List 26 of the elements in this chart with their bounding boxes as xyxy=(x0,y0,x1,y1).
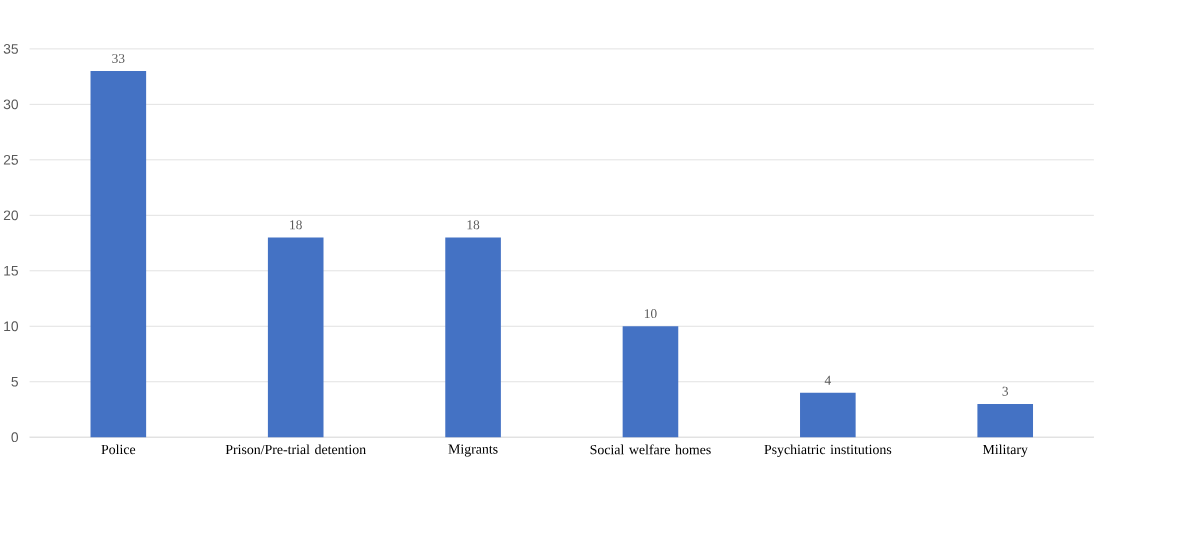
x-tick-label: Psychiatric institutions xyxy=(764,444,892,457)
y-tick-label: 30 xyxy=(3,99,19,110)
bar xyxy=(977,403,1034,437)
data-label: 3 xyxy=(1002,386,1009,396)
y-tick-label: 35 xyxy=(3,43,19,54)
y-tick-label: 0 xyxy=(11,432,19,442)
data-label: 4 xyxy=(824,375,831,385)
x-tick-label: Police xyxy=(101,444,136,454)
x-tick-label: Social welfare homes xyxy=(590,444,711,455)
data-label: 10 xyxy=(644,308,657,318)
y-tick-label: 20 xyxy=(3,210,19,220)
data-label: 33 xyxy=(112,53,125,63)
y-tick-label: 10 xyxy=(4,321,19,331)
y-tick-label: 25 xyxy=(3,154,19,165)
bar xyxy=(445,237,501,437)
y-tick-label: 5 xyxy=(11,376,19,387)
bar xyxy=(622,326,679,437)
bar xyxy=(90,70,147,437)
x-tick-label: Military xyxy=(982,444,1028,457)
data-label: 18 xyxy=(290,220,302,230)
y-tick-label: 15 xyxy=(4,265,19,276)
x-tick-label: Migrants xyxy=(448,444,498,457)
bar xyxy=(267,237,324,437)
x-tick-label: Prison/Pre-trial detention xyxy=(225,444,366,454)
data-label: 18 xyxy=(467,220,480,230)
bar xyxy=(800,392,856,437)
